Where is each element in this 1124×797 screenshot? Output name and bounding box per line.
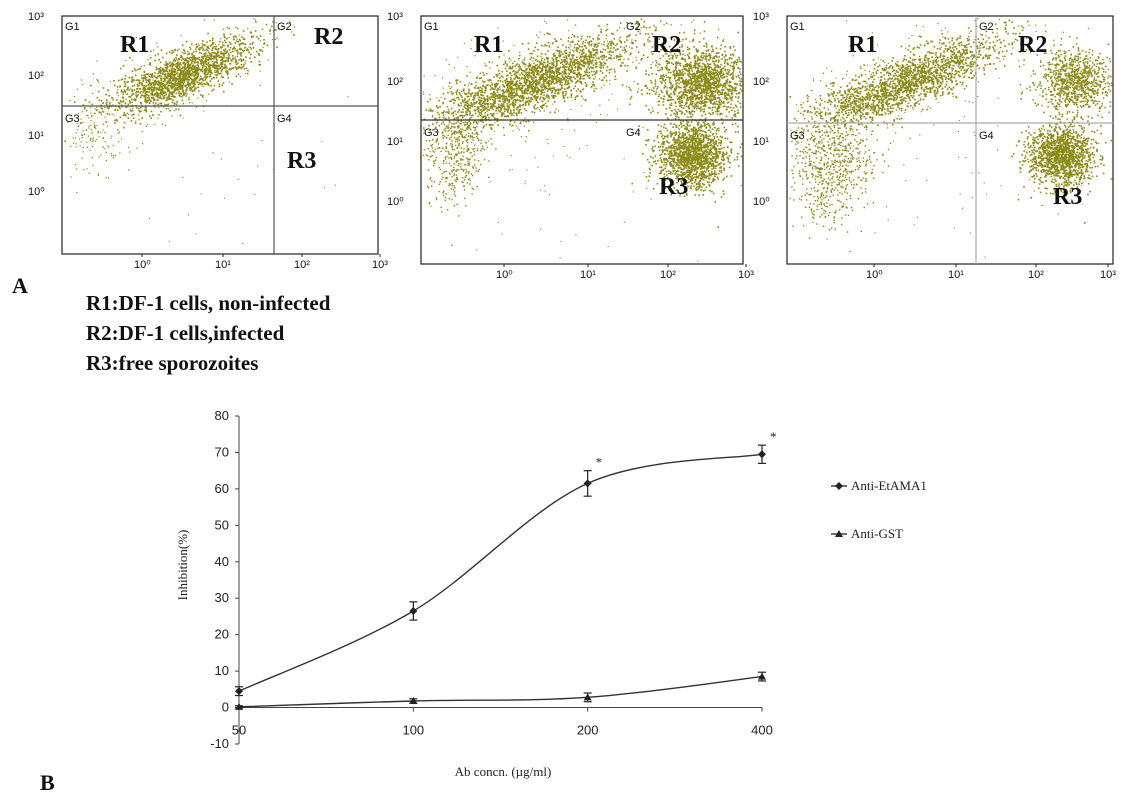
y-tick-label: 20 <box>215 627 229 642</box>
x-tick-label: 50 <box>232 723 246 738</box>
y-tick-label: 70 <box>215 444 229 459</box>
panel-letter-b: B <box>40 770 55 796</box>
legend-label: Anti-EtAMA1 <box>851 478 927 493</box>
significance-asterisk: * <box>596 455 603 470</box>
data-point-diamond <box>584 479 592 487</box>
y-tick-label: 60 <box>215 481 229 496</box>
data-point-triangle <box>758 673 766 680</box>
series-anti-etama1 <box>235 445 766 695</box>
y-tick-label: 10 <box>215 663 229 678</box>
y-tick-label: 80 <box>215 408 229 423</box>
x-tick-label: 100 <box>402 723 424 738</box>
series-anti-gst <box>235 672 766 710</box>
y-tick-label: 30 <box>215 590 229 605</box>
data-point-diamond <box>409 607 417 615</box>
y-tick-label: -10 <box>210 736 229 751</box>
y-tick-label: 50 <box>215 517 229 532</box>
legend-marker-diamond <box>835 482 843 490</box>
data-point-diamond <box>235 687 243 695</box>
chart-legend: Anti-EtAMA1 Anti-GST <box>831 478 927 541</box>
significance-asterisk: * <box>770 429 777 444</box>
y-tick-label: 0 <box>222 700 229 715</box>
x-axis-label: Ab concn. (µg/ml) <box>455 764 552 779</box>
legend-label: Anti-GST <box>851 526 903 541</box>
x-tick-label: 200 <box>577 723 599 738</box>
series-line <box>239 454 762 691</box>
y-tick-label: 40 <box>215 554 229 569</box>
x-tick-label: 400 <box>751 723 773 738</box>
data-point-diamond <box>758 450 766 458</box>
y-axis-label: Inhibition(%) <box>175 530 190 601</box>
series-line <box>239 677 762 707</box>
